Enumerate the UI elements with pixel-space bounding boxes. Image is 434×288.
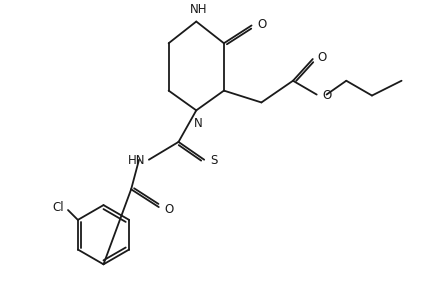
Text: S: S — [210, 154, 217, 167]
Text: Cl: Cl — [53, 200, 64, 214]
Text: O: O — [257, 18, 267, 31]
Text: O: O — [164, 202, 174, 215]
Text: O: O — [322, 89, 332, 102]
Text: O: O — [318, 51, 327, 64]
Text: HN: HN — [128, 154, 145, 167]
Text: NH: NH — [190, 3, 207, 16]
Text: N: N — [194, 117, 203, 130]
